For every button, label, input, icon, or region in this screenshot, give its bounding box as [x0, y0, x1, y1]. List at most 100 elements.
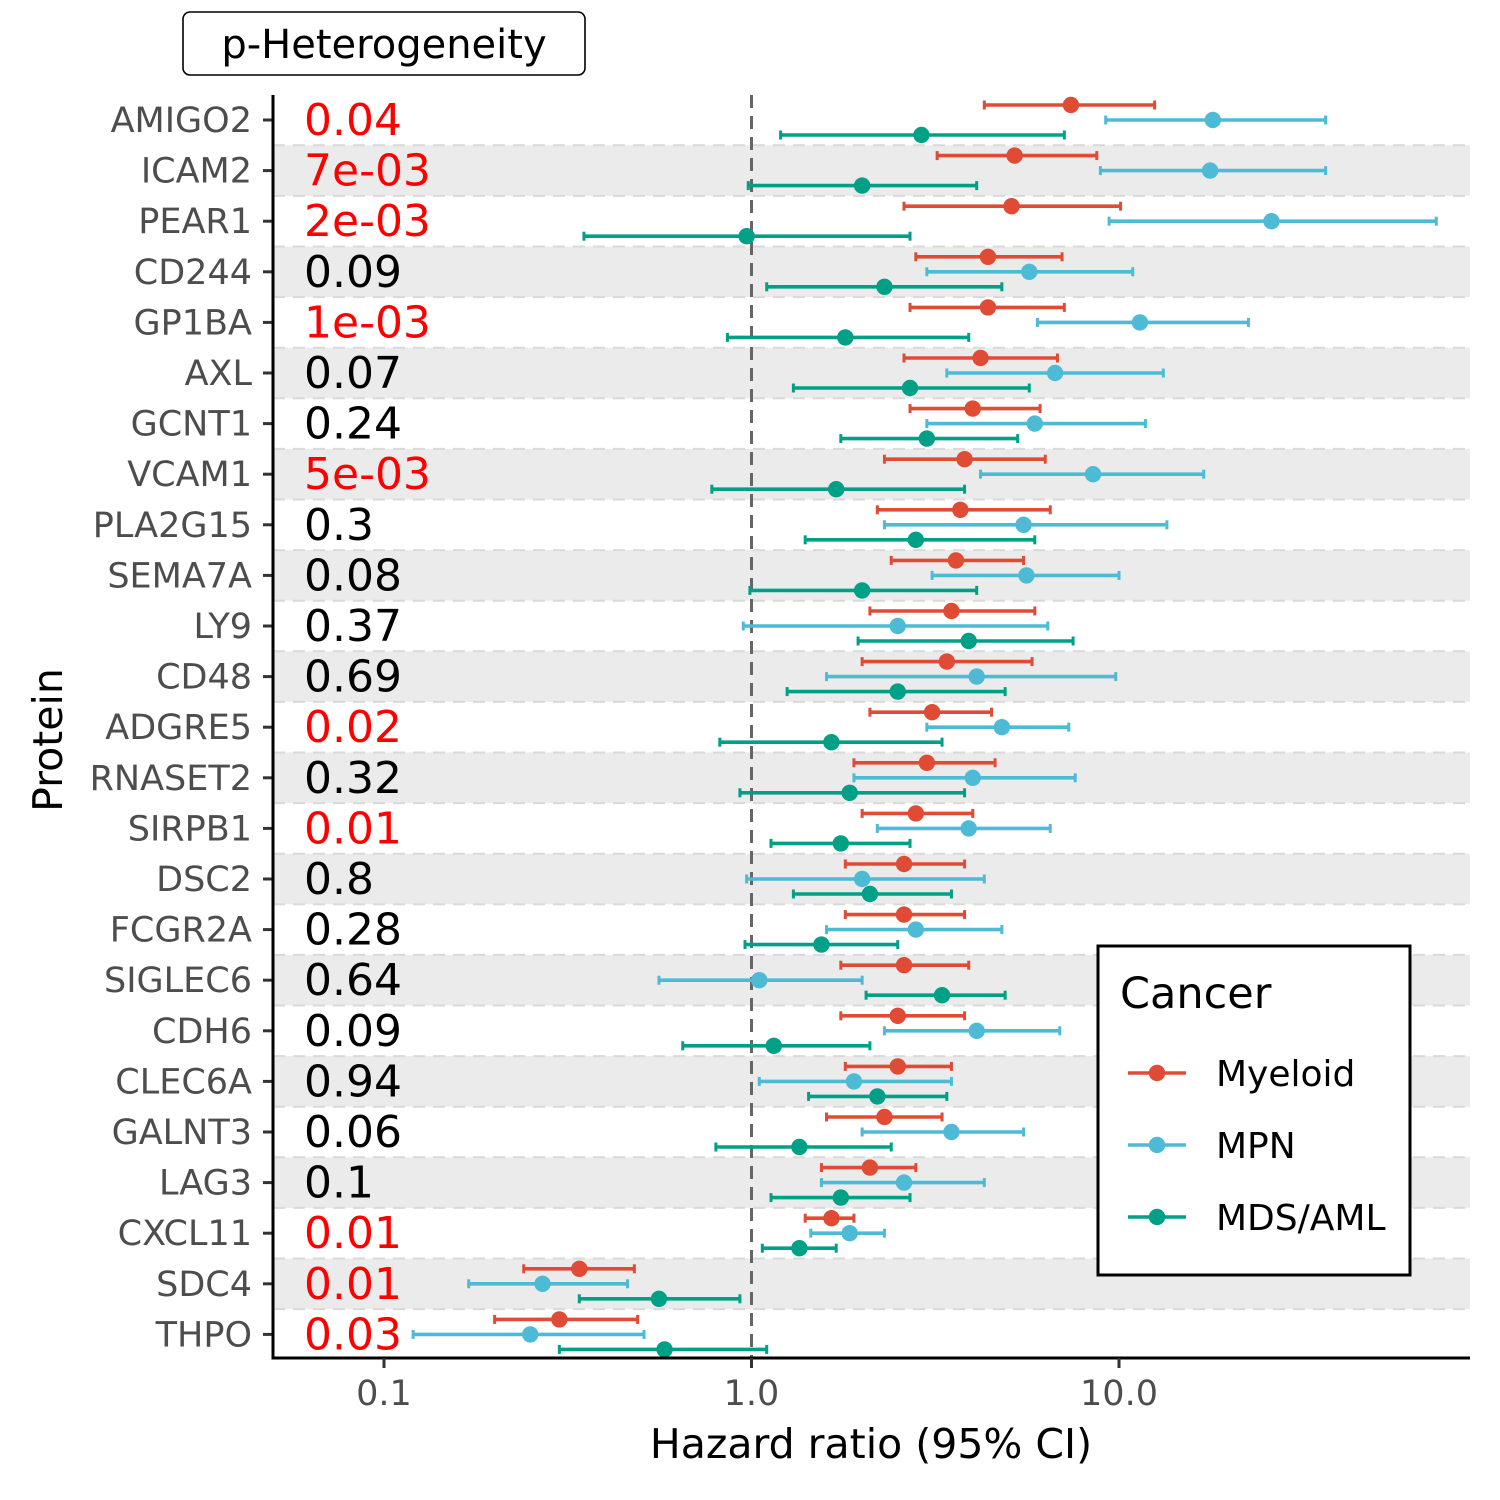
hr-point — [993, 719, 1011, 736]
y-axis-title: Protein — [24, 668, 72, 812]
p-value: 0.04 — [304, 95, 402, 146]
hr-point — [791, 1138, 808, 1156]
legend-key-point — [1148, 1064, 1166, 1082]
hr-point — [522, 1326, 539, 1343]
y-tick-label: FCGR2A — [110, 911, 252, 951]
pvalue-header-box — [182, 11, 586, 76]
y-tick-label: SEMA7A — [107, 556, 252, 596]
p-value: 0.01 — [304, 1208, 402, 1259]
hr-point — [650, 1290, 668, 1308]
hr-point — [1084, 466, 1102, 483]
p-value: 0.01 — [304, 803, 402, 854]
hr-point — [823, 734, 840, 751]
hr-point — [751, 972, 768, 989]
hr-point — [765, 1037, 783, 1055]
hr-point — [960, 820, 977, 837]
p-value: 0.32 — [304, 753, 402, 804]
p-value: 5e-03 — [304, 449, 431, 500]
chart-marks — [411, 96, 1438, 1358]
hr-point — [938, 653, 956, 670]
hr-point — [1003, 198, 1020, 215]
hr-point — [827, 481, 845, 498]
hr-point — [923, 704, 941, 721]
p-value: 0.8 — [304, 854, 374, 905]
hr-point — [1131, 314, 1149, 331]
row-stripe — [273, 246, 1470, 298]
pvalue-header: p-Heterogeneity — [221, 22, 546, 68]
hr-point — [1263, 213, 1280, 230]
series-myeloid — [493, 96, 1157, 1328]
hr-point — [972, 349, 989, 367]
hr-point — [853, 582, 871, 599]
p-value: 0.06 — [304, 1107, 402, 1158]
hr-point — [968, 668, 985, 685]
legend-key-point — [1148, 1136, 1166, 1154]
y-tick-label: SDC4 — [156, 1265, 252, 1305]
protein-labels: AMIGO2 ICAM2 PEAR1 CD244 GP1BA AXL GCNT1 VCAM1 P… — [90, 101, 273, 1355]
y-tick-label: GALNT3 — [112, 1113, 252, 1153]
hr-point — [791, 1240, 808, 1257]
hr-point — [943, 602, 960, 620]
p-value: 7e-03 — [304, 146, 431, 197]
hr-point — [869, 1088, 886, 1105]
hr-point — [656, 1341, 673, 1358]
hr-point — [964, 400, 981, 417]
y-tick-label: GCNT1 — [131, 405, 252, 445]
p-value: 1e-03 — [304, 297, 431, 348]
hr-point — [889, 683, 906, 700]
hr-point — [832, 1189, 850, 1206]
hr-point — [845, 1073, 863, 1090]
y-tick-label: SIRPB1 — [128, 809, 252, 849]
y-tick-label: LY9 — [194, 607, 253, 647]
hr-point — [956, 451, 973, 468]
p-value: 0.03 — [304, 1309, 402, 1360]
y-tick-label: DSC2 — [156, 860, 252, 900]
hr-point — [979, 248, 997, 265]
row-stripe — [273, 550, 1470, 601]
hr-point — [895, 855, 913, 873]
p-value: 0.02 — [304, 702, 402, 753]
hr-point — [1018, 567, 1035, 584]
hr-point — [907, 921, 925, 938]
hr-point — [738, 228, 755, 245]
hr-point — [952, 501, 969, 518]
y-tick-label: RNASET2 — [90, 759, 252, 799]
hr-point — [1015, 516, 1032, 533]
p-value: 2e-03 — [304, 196, 431, 247]
hr-point — [571, 1260, 588, 1278]
p-value: 0.09 — [304, 247, 402, 298]
hr-point — [861, 885, 879, 903]
y-tick-label: CD48 — [156, 658, 252, 698]
hr-point — [1021, 263, 1038, 280]
y-tick-label: CD244 — [134, 253, 252, 293]
hr-point — [853, 870, 871, 888]
row-stripe — [273, 448, 1470, 500]
y-tick-label: ICAM2 — [141, 152, 252, 192]
hr-point — [1026, 415, 1043, 432]
hr-point — [837, 329, 854, 346]
hr-point — [841, 1225, 858, 1242]
p-value: 0.08 — [304, 550, 402, 601]
hr-point — [813, 936, 830, 953]
legend: Cancer Myeloid MPN MDS/AML — [1096, 944, 1412, 1277]
p-value: 0.07 — [304, 348, 402, 399]
hr-point — [895, 957, 913, 974]
hr-point — [534, 1275, 551, 1293]
hr-point — [551, 1311, 568, 1328]
legend-entries: Myeloid MPN MDS/AML — [1128, 1054, 1386, 1239]
p-value: 0.09 — [304, 1006, 402, 1057]
p-value: 0.37 — [304, 601, 402, 652]
hr-point — [1046, 364, 1064, 382]
y-tick-label: CXCL11 — [118, 1214, 252, 1254]
hr-point — [964, 769, 981, 786]
hr-point — [1201, 162, 1219, 179]
x-tick-label: 0.1 — [356, 1374, 412, 1414]
p-value: 0.28 — [304, 905, 402, 956]
p-value: 0.24 — [304, 399, 402, 450]
y-tick-label: AMIGO2 — [111, 101, 252, 141]
hr-point — [907, 805, 925, 822]
hr-point — [1006, 147, 1023, 164]
hr-point — [1062, 96, 1080, 114]
legend-entry-label: Myeloid — [1216, 1054, 1355, 1095]
